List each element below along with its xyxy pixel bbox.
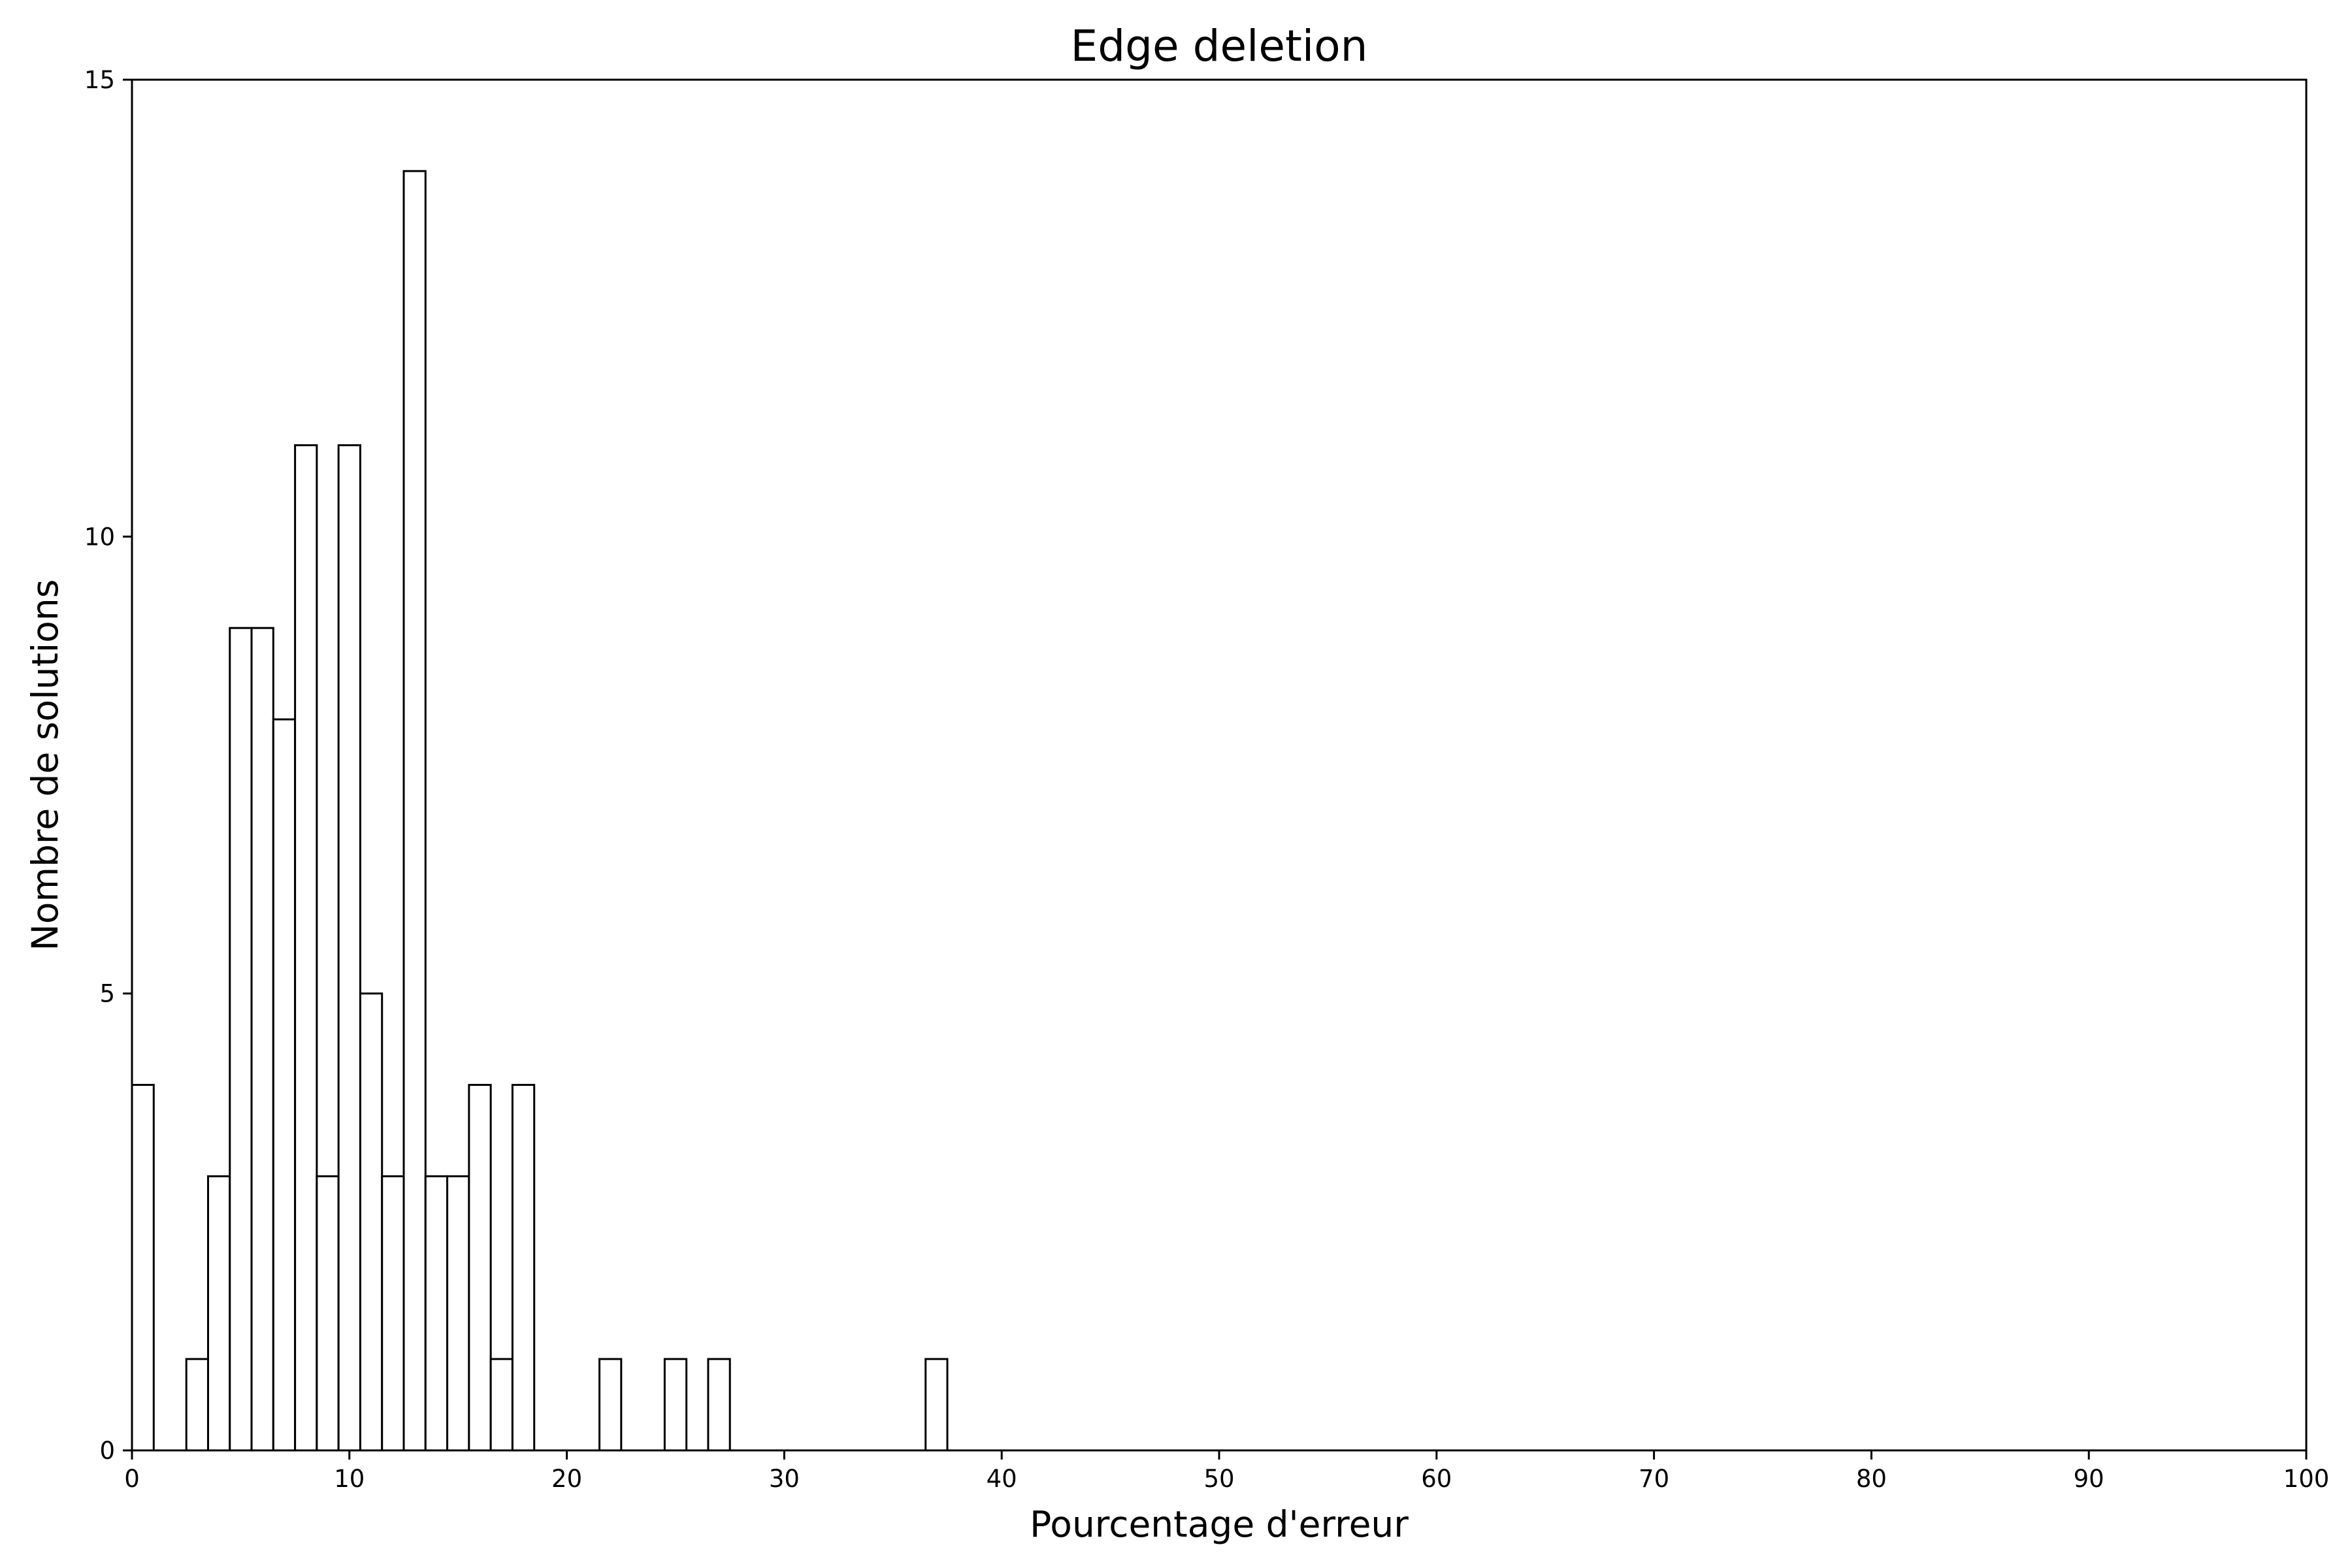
x-tick-label: 0	[124, 1465, 140, 1493]
histogram-bar	[511, 1084, 536, 1452]
histogram-bar	[707, 1358, 731, 1452]
histogram-bar	[337, 444, 361, 1452]
plot-frame	[131, 78, 2308, 1452]
y-axis-label: Nombre de solutions	[24, 580, 66, 951]
histogram-bar	[924, 1358, 949, 1452]
histogram-bar	[272, 718, 297, 1452]
histogram-bar	[185, 1358, 209, 1452]
y-tick-label: 5	[99, 980, 115, 1008]
histogram-bar	[598, 1358, 623, 1452]
histogram-bar	[294, 444, 318, 1452]
x-tick-label: 80	[1856, 1465, 1887, 1493]
histogram-bar	[468, 1084, 492, 1452]
x-tick-label: 30	[769, 1465, 800, 1493]
x-tick-label: 40	[987, 1465, 1017, 1493]
histogram-bar	[489, 1358, 514, 1452]
x-tick-label: 50	[1203, 1465, 1234, 1493]
y-axis-ticks: 0 5 10 15	[84, 66, 132, 1465]
histogram-bar	[424, 1175, 449, 1452]
histogram-bar	[381, 1175, 405, 1452]
histogram-bar	[402, 170, 427, 1452]
histogram-bar	[446, 1175, 470, 1452]
chart-title: Edge deletion	[1071, 21, 1368, 71]
x-axis-label: Pourcentage d'erreur	[1030, 1503, 1409, 1545]
y-tick-label: 15	[84, 66, 115, 94]
x-tick-label: 70	[1639, 1465, 1669, 1493]
histogram-bar	[250, 627, 274, 1452]
histogram-bar	[316, 1175, 340, 1452]
bars-layer	[131, 170, 949, 1452]
x-tick-label: 10	[334, 1465, 365, 1493]
x-tick-label: 20	[551, 1465, 582, 1493]
histogram-bar	[131, 1084, 155, 1452]
x-tick-label: 100	[2283, 1465, 2330, 1493]
x-tick-label: 60	[1421, 1465, 1452, 1493]
x-axis-ticks: 0 10 20 30 40 50 60 70 80 90 100	[124, 1450, 2329, 1493]
histogram-bar	[229, 627, 253, 1452]
y-tick-label: 0	[99, 1437, 115, 1465]
histogram-bar	[206, 1175, 231, 1452]
histogram-bar	[663, 1358, 688, 1452]
x-tick-label: 90	[2074, 1465, 2104, 1493]
histogram-bar	[359, 992, 384, 1452]
y-tick-label: 10	[84, 523, 115, 551]
